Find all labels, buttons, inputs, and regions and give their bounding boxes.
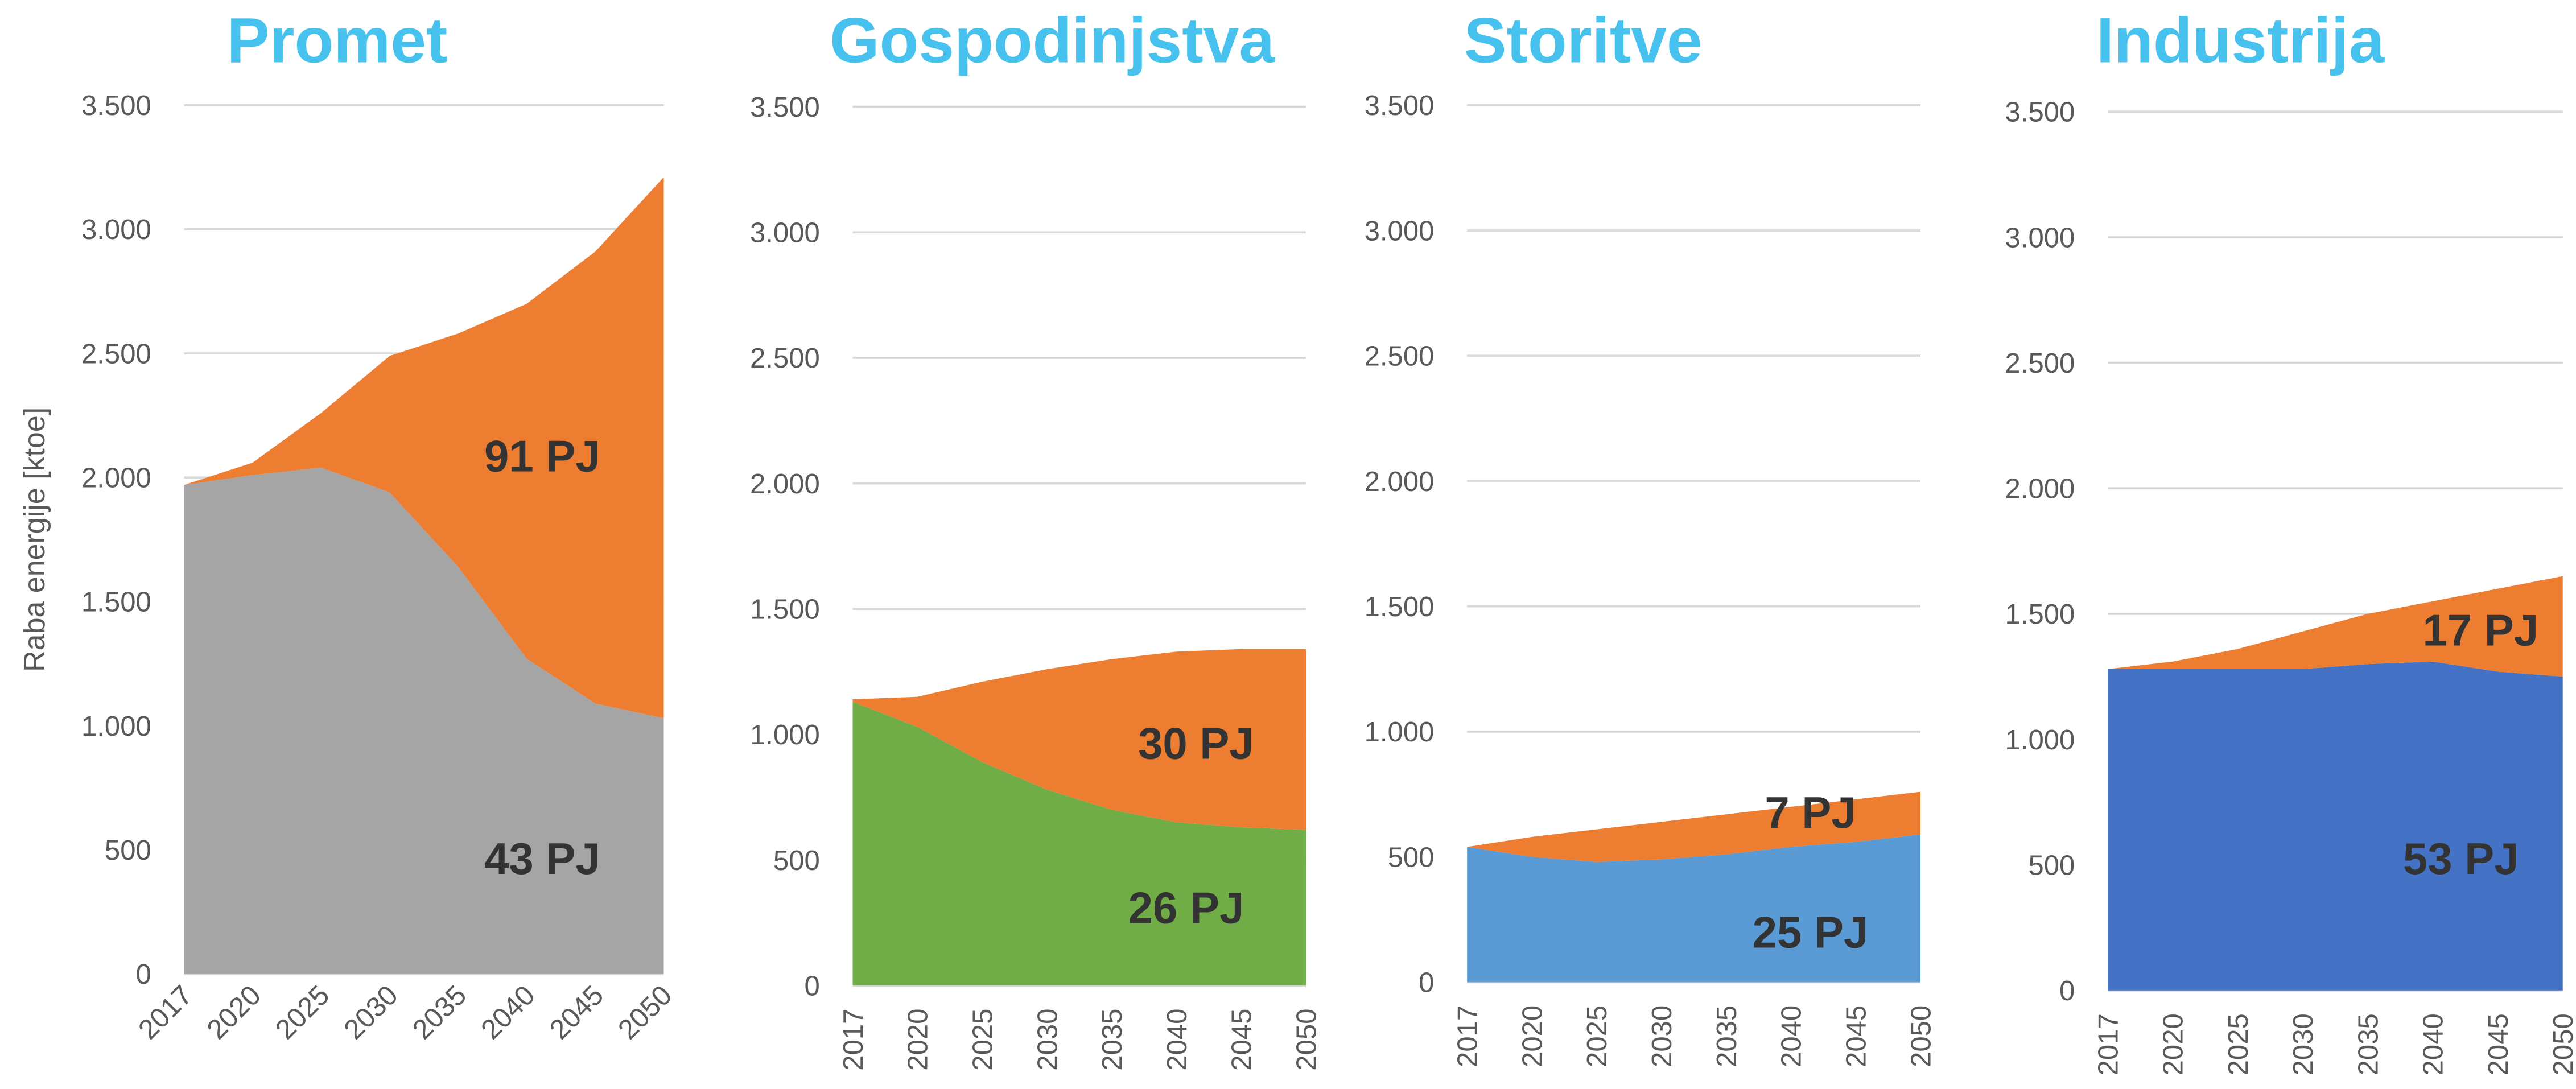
y-tick-label: 2.500 xyxy=(750,343,820,374)
x-tick-label: 2025 xyxy=(270,980,335,1045)
chart-title: Industrija xyxy=(2096,5,2385,76)
chart-title: Promet xyxy=(227,5,448,76)
annotation: 17 PJ xyxy=(2423,605,2539,655)
x-tick-label: 2040 xyxy=(1162,1009,1193,1071)
chart-title: Storitve xyxy=(1464,5,1702,76)
y-tick-label: 500 xyxy=(105,835,151,866)
x-tick-label: 2020 xyxy=(903,1009,934,1071)
y-tick-label: 500 xyxy=(2028,850,2075,881)
x-tick-label: 2017 xyxy=(838,1009,869,1071)
x-tick-label: 2045 xyxy=(2483,1013,2514,1075)
area xyxy=(852,649,1306,830)
annotation: 43 PJ xyxy=(484,834,600,884)
area xyxy=(184,177,664,719)
area xyxy=(184,467,664,974)
y-tick-label: 2.000 xyxy=(750,469,820,500)
x-tick-label: 2040 xyxy=(475,980,541,1045)
x-tick-label: 2020 xyxy=(2158,1013,2189,1075)
y-tick-label: 1.500 xyxy=(2005,599,2075,630)
area xyxy=(2108,576,2563,677)
y-tick-label: 2.500 xyxy=(81,339,151,369)
y-tick-label: 3.000 xyxy=(2005,222,2075,253)
x-tick-label: 2040 xyxy=(2418,1013,2449,1075)
y-tick-label: 3.000 xyxy=(81,214,151,245)
x-tick-label: 2035 xyxy=(2353,1013,2384,1075)
annotation: 25 PJ xyxy=(1753,908,1869,958)
y-tick-label: 1.000 xyxy=(2005,725,2075,756)
annotation: 7 PJ xyxy=(1765,787,1856,838)
x-tick-label: 2020 xyxy=(201,980,267,1045)
y-tick-label: 0 xyxy=(1419,968,1434,999)
annotation: 30 PJ xyxy=(1138,719,1254,769)
x-tick-label: 2025 xyxy=(2223,1013,2254,1075)
y-tick-label: 0 xyxy=(804,971,819,1001)
area xyxy=(852,702,1306,986)
x-tick-label: 2050 xyxy=(612,980,678,1045)
x-tick-label: 2045 xyxy=(544,980,609,1045)
area xyxy=(1467,791,1920,862)
x-tick-label: 2035 xyxy=(1097,1009,1128,1071)
x-tick-label: 2030 xyxy=(2288,1013,2319,1075)
x-tick-label: 2025 xyxy=(967,1009,998,1071)
y-tick-label: 2.000 xyxy=(81,463,151,494)
y-tick-label: 3.500 xyxy=(1365,90,1435,121)
x-tick-label: 2025 xyxy=(1582,1005,1613,1067)
y-tick-label: 1.500 xyxy=(81,587,151,618)
annotation: 53 PJ xyxy=(2403,834,2519,884)
annotation: 91 PJ xyxy=(484,431,600,481)
y-tick-label: 0 xyxy=(2059,976,2075,1006)
x-tick-label: 2030 xyxy=(339,980,404,1045)
x-tick-label: 2030 xyxy=(1647,1005,1678,1067)
area xyxy=(2108,661,2563,991)
y-tick-label: 0 xyxy=(135,959,151,990)
y-tick-label: 1.500 xyxy=(750,595,820,625)
x-tick-label: 2030 xyxy=(1032,1009,1063,1071)
chart-title: Gospodinjstva xyxy=(830,5,1275,76)
y-tick-label: 3.500 xyxy=(750,92,820,123)
x-tick-label: 2050 xyxy=(1906,1005,1936,1067)
area xyxy=(1467,834,1920,983)
x-tick-label: 2017 xyxy=(2093,1013,2124,1075)
y-tick-label: 2.500 xyxy=(1365,341,1435,372)
y-tick-label: 500 xyxy=(1388,842,1435,873)
y-tick-label: 3.500 xyxy=(81,90,151,121)
x-tick-label: 2045 xyxy=(1227,1009,1258,1071)
y-tick-label: 1.000 xyxy=(750,720,820,750)
x-tick-label: 2035 xyxy=(1712,1005,1742,1067)
y-tick-label: 2.000 xyxy=(2005,474,2075,505)
y-tick-label: 2.000 xyxy=(1365,467,1435,497)
y-tick-label: 500 xyxy=(773,845,820,876)
x-tick-label: 2040 xyxy=(1777,1005,1807,1067)
y-tick-label: 3.000 xyxy=(1365,216,1435,246)
y-tick-label: 1.000 xyxy=(1365,717,1435,748)
x-tick-label: 2045 xyxy=(1841,1005,1872,1067)
y-tick-label: 1.000 xyxy=(81,711,151,742)
y-tick-label: 1.500 xyxy=(1365,592,1435,622)
x-tick-label: 2035 xyxy=(407,980,472,1045)
y-tick-label: 3.500 xyxy=(2005,97,2075,128)
y-tick-label: 3.000 xyxy=(750,218,820,249)
annotation: 26 PJ xyxy=(1128,882,1244,933)
y-tick-label: 2.500 xyxy=(2005,348,2075,379)
x-tick-label: 2050 xyxy=(2548,1013,2576,1075)
y-axis-title: Raba energije [ktoe] xyxy=(18,407,51,672)
x-tick-label: 2017 xyxy=(1452,1005,1483,1067)
x-tick-label: 2020 xyxy=(1517,1005,1548,1067)
x-tick-label: 2050 xyxy=(1292,1009,1322,1071)
